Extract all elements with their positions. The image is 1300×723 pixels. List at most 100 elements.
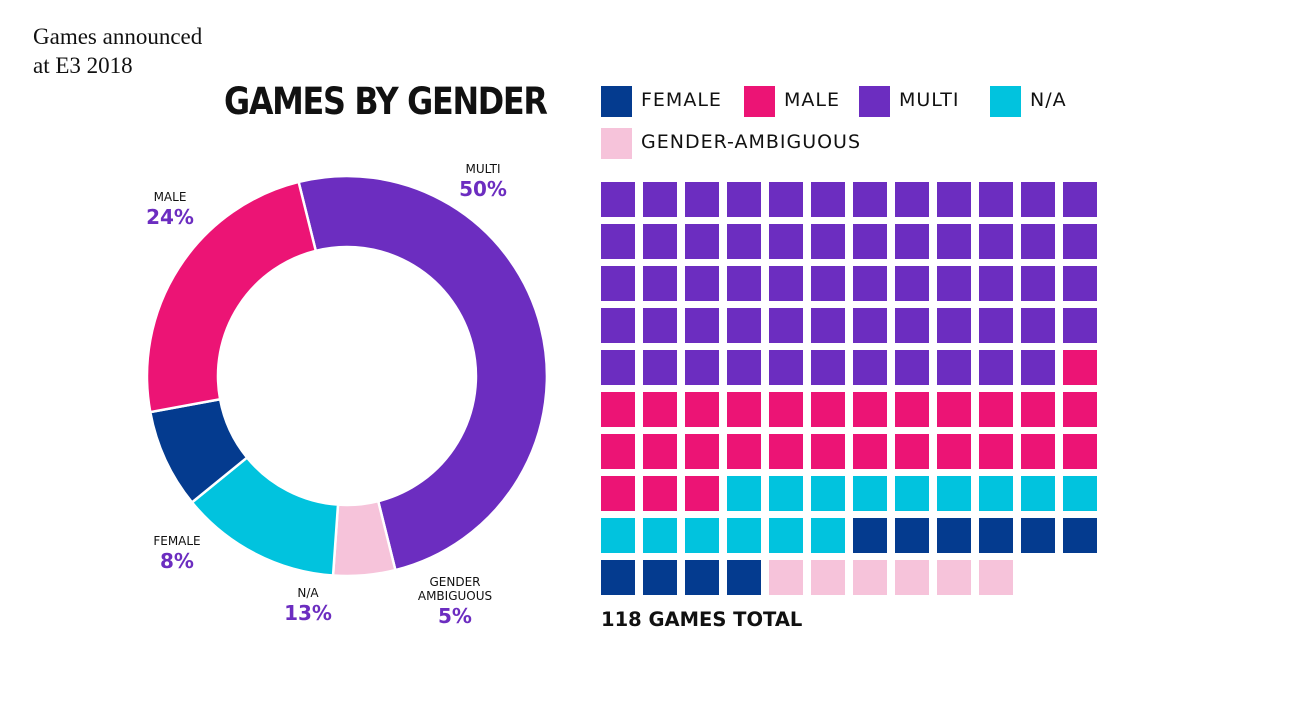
waffle-cell-multi bbox=[727, 224, 761, 259]
waffle-cell-multi bbox=[769, 266, 803, 301]
waffle-cell-multi bbox=[853, 308, 887, 343]
waffle-cell-multi bbox=[769, 308, 803, 343]
waffle-cell-gender-ambiguous bbox=[769, 560, 803, 595]
waffle-cell-multi bbox=[685, 266, 719, 301]
waffle-cell-multi bbox=[1063, 266, 1097, 301]
waffle-cell-n-a bbox=[811, 476, 845, 511]
legend-label-male: MALE bbox=[784, 89, 840, 111]
donut-label-gender-ambiguous-line1: GENDER bbox=[429, 575, 480, 589]
donut-label-n-a: N/A bbox=[297, 586, 319, 600]
waffle-cell-male bbox=[643, 434, 677, 469]
waffle-cell-n-a bbox=[937, 476, 971, 511]
waffle-cell-multi bbox=[853, 350, 887, 385]
waffle-cell-multi bbox=[601, 224, 635, 259]
waffle-cell-female bbox=[727, 560, 761, 595]
waffle-cell-n-a bbox=[685, 518, 719, 553]
waffle-cell-n-a bbox=[1063, 476, 1097, 511]
waffle-cell-male bbox=[937, 392, 971, 427]
waffle-cell-multi bbox=[727, 266, 761, 301]
waffle-cell-multi bbox=[811, 266, 845, 301]
waffle-cell-multi bbox=[769, 350, 803, 385]
donut-slice-male bbox=[145, 180, 318, 414]
waffle-cell-multi bbox=[727, 350, 761, 385]
waffle-cell-multi bbox=[643, 308, 677, 343]
waffle-cell-multi bbox=[811, 182, 845, 217]
waffle-cell-multi bbox=[643, 182, 677, 217]
waffle-cell-n-a bbox=[979, 476, 1013, 511]
donut-slice-multi bbox=[297, 174, 548, 572]
games-total-label: 118 GAMES TOTAL bbox=[601, 608, 803, 631]
donut-label-multi: MULTI bbox=[465, 162, 500, 176]
waffle-cell-multi bbox=[853, 182, 887, 217]
waffle-cell-n-a bbox=[811, 518, 845, 553]
waffle-cell-n-a bbox=[853, 476, 887, 511]
waffle-cell-multi bbox=[979, 182, 1013, 217]
waffle-cell-female bbox=[979, 518, 1013, 553]
chart-title: GAMES BY GENDER bbox=[224, 80, 548, 123]
waffle-cell-male bbox=[685, 434, 719, 469]
waffle-cell-multi bbox=[853, 224, 887, 259]
waffle-cell-gender-ambiguous bbox=[937, 560, 971, 595]
waffle-cell-multi bbox=[895, 182, 929, 217]
waffle-cell-multi bbox=[811, 350, 845, 385]
waffle-cell-male bbox=[769, 392, 803, 427]
legend-label-gender-ambiguous: GENDER-AMBIGUOUS bbox=[641, 131, 862, 153]
waffle-cell-n-a bbox=[727, 518, 761, 553]
waffle-cell-male bbox=[895, 392, 929, 427]
waffle-cell-n-a bbox=[895, 476, 929, 511]
waffle-cell-male bbox=[811, 434, 845, 469]
waffle-cell-n-a bbox=[769, 518, 803, 553]
waffle-cell-multi bbox=[1021, 266, 1055, 301]
waffle-cell-multi bbox=[1063, 308, 1097, 343]
waffle-cell-multi bbox=[685, 224, 719, 259]
waffle-cell-multi bbox=[937, 308, 971, 343]
waffle-cell-multi bbox=[1063, 182, 1097, 217]
legend-swatch-multi bbox=[859, 86, 890, 117]
waffle-cell-multi bbox=[979, 308, 1013, 343]
waffle-cell-female bbox=[937, 518, 971, 553]
donut-label-female: FEMALE bbox=[153, 534, 200, 548]
waffle-cell-male bbox=[895, 434, 929, 469]
waffle-cell-male bbox=[727, 434, 761, 469]
waffle-cell-multi bbox=[727, 308, 761, 343]
waffle-cell-multi bbox=[1021, 350, 1055, 385]
waffle-cell-male bbox=[601, 476, 635, 511]
waffle-cell-multi bbox=[685, 308, 719, 343]
waffle-cell-multi bbox=[895, 350, 929, 385]
waffle-cell-gender-ambiguous bbox=[811, 560, 845, 595]
waffle-cell-multi bbox=[601, 266, 635, 301]
waffle-cell-female bbox=[685, 560, 719, 595]
waffle-cell-multi bbox=[979, 224, 1013, 259]
waffle-cell-female bbox=[853, 518, 887, 553]
waffle-cell-male bbox=[643, 392, 677, 427]
waffle-cell-multi bbox=[1021, 224, 1055, 259]
waffle-cell-multi bbox=[769, 182, 803, 217]
waffle-cell-female bbox=[1063, 518, 1097, 553]
waffle-cell-multi bbox=[1063, 224, 1097, 259]
waffle-cell-male bbox=[1021, 392, 1055, 427]
waffle-cell-male bbox=[601, 434, 635, 469]
waffle-cell-male bbox=[685, 392, 719, 427]
waffle-cell-male bbox=[937, 434, 971, 469]
waffle-cell-male bbox=[979, 434, 1013, 469]
waffle-cell-female bbox=[601, 560, 635, 595]
waffle-cell-male bbox=[643, 476, 677, 511]
waffle-cell-multi bbox=[601, 350, 635, 385]
donut-value-n-a: 13% bbox=[284, 601, 332, 625]
waffle-cell-n-a bbox=[1021, 476, 1055, 511]
waffle-cell-male bbox=[811, 392, 845, 427]
donut-value-multi: 50% bbox=[459, 177, 507, 201]
waffle-cell-male bbox=[1063, 350, 1097, 385]
waffle-cell-multi bbox=[643, 266, 677, 301]
waffle-cell-multi bbox=[853, 266, 887, 301]
waffle-cell-male bbox=[853, 392, 887, 427]
waffle-cell-n-a bbox=[769, 476, 803, 511]
legend-label-n-a: N/A bbox=[1030, 89, 1067, 111]
waffle-cell-male bbox=[1063, 392, 1097, 427]
waffle-cell-male bbox=[979, 392, 1013, 427]
waffle-cell-multi bbox=[643, 224, 677, 259]
legend-swatch-male bbox=[744, 86, 775, 117]
waffle-cell-n-a bbox=[601, 518, 635, 553]
waffle-cell-male bbox=[1063, 434, 1097, 469]
